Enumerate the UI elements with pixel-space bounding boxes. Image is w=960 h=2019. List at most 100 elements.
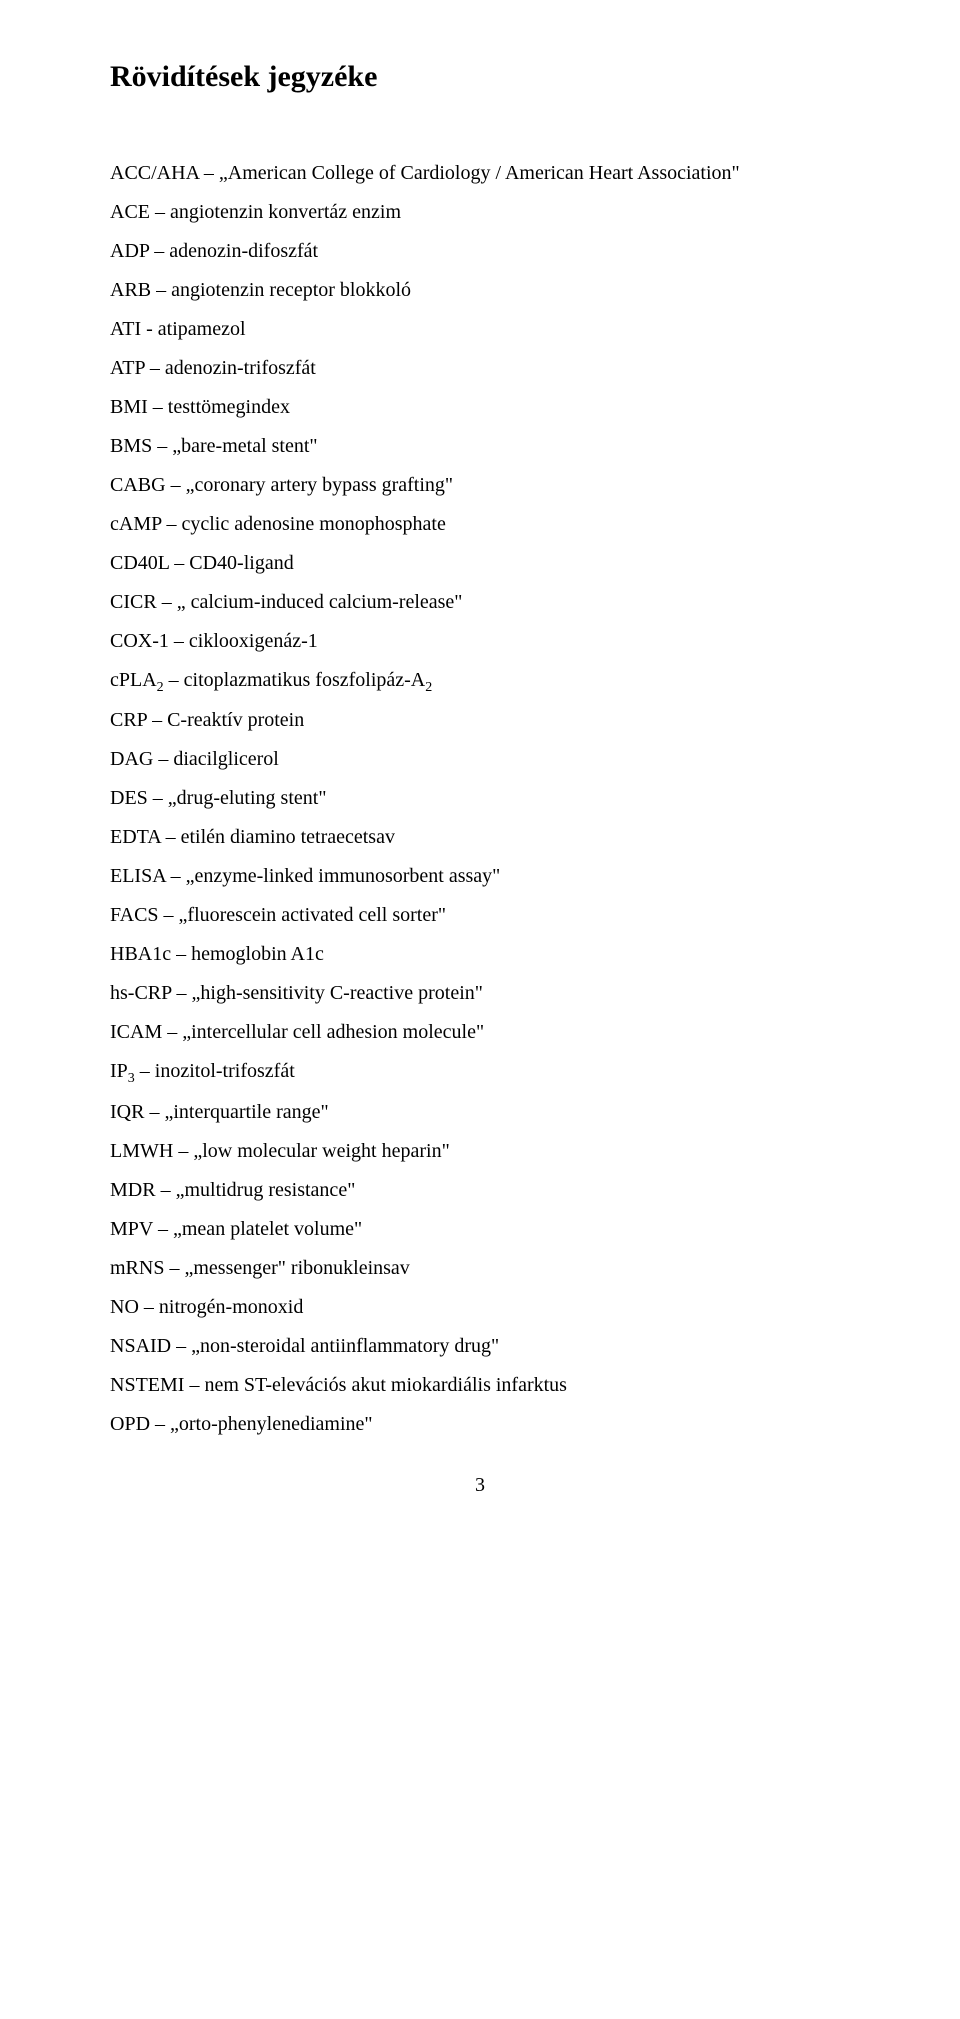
abbreviation-entry: ELISA – „enzyme-linked immunosorbent ass… [110, 857, 850, 896]
entry-abbr: COX-1 [110, 630, 169, 652]
abbreviation-entry: NO – nitrogén-monoxid [110, 1288, 850, 1327]
entry-separator: – [173, 1140, 193, 1162]
entry-abbr: BMS [110, 435, 152, 457]
entry-separator: – [145, 357, 165, 379]
entry-separator: – [148, 787, 168, 809]
entry-abbr: ICAM [110, 1021, 162, 1043]
entry-abbr: DAG [110, 748, 153, 770]
abbreviation-entry: FACS – „fluorescein activated cell sorte… [110, 896, 850, 935]
abbreviation-entry: BMI – testtömegindex [110, 388, 850, 427]
entry-abbr: OPD [110, 1413, 150, 1435]
abbreviation-entry: OPD – „orto-phenylenediamine" [110, 1405, 850, 1444]
abbreviation-entry: DAG – diacilglicerol [110, 740, 850, 779]
entry-abbr: NSAID [110, 1335, 171, 1357]
entry-separator: - [141, 318, 158, 340]
entry-abbr: ACE [110, 201, 150, 223]
entry-separator: – [166, 474, 186, 496]
entry-separator: – [151, 279, 171, 301]
entry-separator: – [169, 630, 189, 652]
entry-definition: „low molecular weight heparin" [193, 1140, 449, 1162]
entry-separator: – [135, 1060, 155, 1082]
entry-abbr: BMI [110, 396, 148, 418]
entry-separator: – [171, 1335, 191, 1357]
entry-definition: nem ST-elevációs akut miokardiális infar… [204, 1374, 567, 1396]
abbreviation-entry: LMWH – „low molecular weight heparin" [110, 1132, 850, 1171]
entry-abbr: cAMP [110, 513, 161, 535]
abbreviation-entry: CICR – „ calcium-induced calcium-release… [110, 583, 850, 622]
entry-abbr: CABG [110, 474, 166, 496]
page-number: 3 [110, 1474, 850, 1497]
entry-separator: – [150, 1413, 170, 1435]
abbreviation-entry: EDTA – etilén diamino tetraecetsav [110, 818, 850, 857]
entry-definition: „American College of Cardiology / Americ… [219, 162, 732, 184]
abbreviation-entry: ICAM – „intercellular cell adhesion mole… [110, 1013, 850, 1052]
entry-abbr: IP [110, 1060, 128, 1082]
entry-abbr: CICR [110, 591, 157, 613]
entry-definition: angiotenzin konvertáz enzim [170, 201, 401, 223]
entry-definition: citoplazmatikus foszfolipáz-A [184, 669, 426, 691]
entry-separator: – [147, 709, 167, 731]
entry-separator: – [164, 1257, 184, 1279]
entry-separator: – [162, 1021, 182, 1043]
entry-definition: „fluorescein activated cell sorter" [179, 904, 446, 926]
entry-separator: – [144, 1101, 164, 1123]
entry-definition: „enzyme-linked immunosorbent assay" [186, 865, 501, 887]
entry-abbr: ARB [110, 279, 151, 301]
abbreviation-entry: NSTEMI – nem ST-elevációs akut miokardiá… [110, 1366, 850, 1405]
entry-separator: – [153, 748, 173, 770]
entry-definition: „intercellular cell adhesion molecule" [182, 1021, 484, 1043]
entry-definition: „multidrug resistance" [176, 1179, 356, 1201]
entry-separator: – [139, 1296, 159, 1318]
entry-definition: CD40-ligand [189, 552, 293, 574]
entry-definition: diacilglicerol [173, 748, 279, 770]
entry-definition: adenozin-trifoszfát [165, 357, 316, 379]
entry-definition: angiotenzin receptor blokkoló [171, 279, 411, 301]
entry-abbr-subscript: 2 [157, 680, 164, 695]
entry-abbr-subscript: 3 [128, 1071, 135, 1086]
entry-abbr: hs-CRP [110, 982, 172, 1004]
abbreviation-entry: hs-CRP – „high-sensitivity C-reactive pr… [110, 974, 850, 1013]
abbreviation-entry: IQR – „interquartile range" [110, 1093, 850, 1132]
abbreviation-entry: ATI - atipamezol [110, 310, 850, 349]
entry-abbr: EDTA [110, 826, 161, 848]
entry-separator: – [172, 982, 192, 1004]
entry-abbr: ADP [110, 240, 149, 262]
entry-abbr: ATI [110, 318, 141, 340]
entry-abbr: NO [110, 1296, 139, 1318]
page-title: Rövidítések jegyzéke [110, 60, 850, 94]
entry-abbr: cPLA [110, 669, 157, 691]
entry-abbr: DES [110, 787, 148, 809]
entry-separator: – [169, 552, 189, 574]
entry-abbr: ELISA [110, 865, 166, 887]
entry-separator: – [149, 240, 169, 262]
abbreviation-entry: BMS – „bare-metal stent" [110, 427, 850, 466]
entry-separator: – [161, 513, 181, 535]
entry-definition: inozitol-trifoszfát [155, 1060, 295, 1082]
entry-definition-subscript: 2 [425, 680, 432, 695]
abbreviation-entry: COX-1 – ciklooxigenáz-1 [110, 622, 850, 661]
entry-separator: – [152, 435, 172, 457]
entry-definition: etilén diamino tetraecetsav [181, 826, 395, 848]
entry-separator: – [157, 591, 177, 613]
abbreviation-entry: ARB – angiotenzin receptor blokkoló [110, 271, 850, 310]
abbreviation-entry: ACC/AHA – „American College of Cardiolog… [110, 154, 850, 193]
entry-definition: hemoglobin A1c [191, 943, 324, 965]
abbreviation-entry: ATP – adenozin-trifoszfát [110, 349, 850, 388]
entry-separator: – [161, 826, 181, 848]
abbreviation-entry: IP3 – inozitol-trifoszfát [110, 1052, 850, 1092]
entry-abbr: CRP [110, 709, 147, 731]
entry-definition: atipamezol [158, 318, 246, 340]
entry-definition: C-reaktív protein [167, 709, 304, 731]
entry-definition: testtömegindex [168, 396, 290, 418]
entry-abbr: ATP [110, 357, 145, 379]
abbreviation-entry: NSAID – „non-steroidal antiinflammatory … [110, 1327, 850, 1366]
entry-definition: nitrogén-monoxid [159, 1296, 303, 1318]
entry-abbr: MDR [110, 1179, 156, 1201]
entry-abbr: FACS [110, 904, 159, 926]
entry-separator: – [171, 943, 191, 965]
entry-definition: „high-sensitivity C-reactive protein" [192, 982, 483, 1004]
abbreviation-entry: HBA1c – hemoglobin A1c [110, 935, 850, 974]
entry-definition: „interquartile range" [164, 1101, 328, 1123]
entry-definition: „drug-eluting stent" [168, 787, 327, 809]
abbreviation-entry: mRNS – „messenger" ribonukleinsav [110, 1249, 850, 1288]
